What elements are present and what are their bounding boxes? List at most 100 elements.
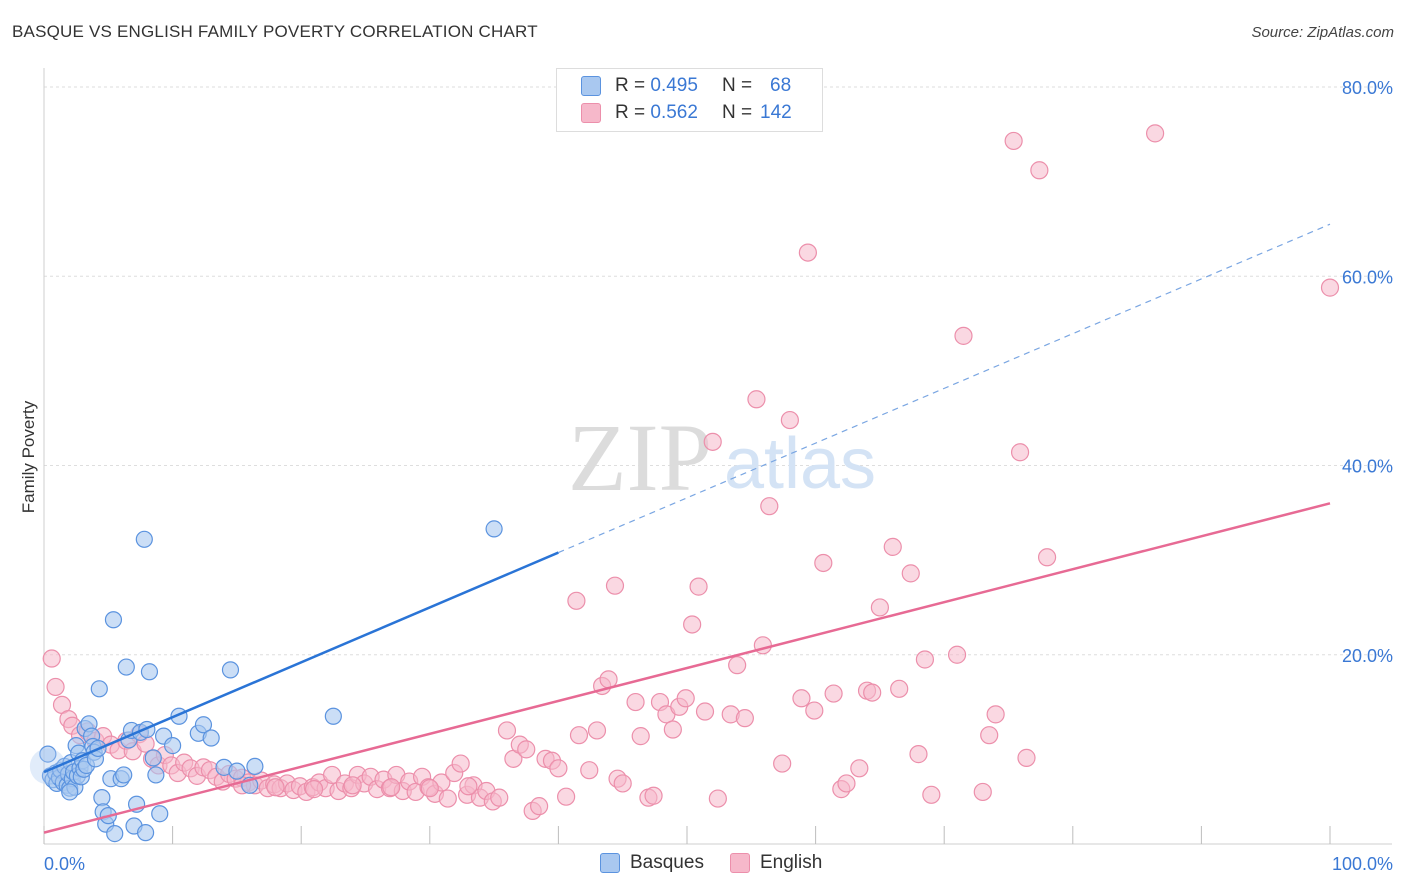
english-point [567,591,586,610]
english-point [703,432,722,451]
basques-point [324,707,342,725]
english-point [451,754,470,773]
english-point [530,797,549,816]
english-point [266,778,285,797]
basques-swatch [581,76,601,96]
english-point [605,576,625,595]
stats-row-english: R = 0.562 N = 142 [581,102,792,124]
legend-item-english[interactable]: English [729,852,823,874]
english-point [438,789,457,808]
english-point [747,390,766,409]
english-point [915,650,935,669]
english-point [343,776,362,795]
english-point [580,761,599,780]
basques-point [39,745,57,763]
english-point [695,702,715,721]
basques-point [221,661,240,679]
basques-point [140,663,159,681]
english-point [883,537,902,556]
english-point [382,778,401,797]
basques-point [147,766,165,784]
english-point [1004,131,1023,151]
basques-point [194,716,213,734]
english-n-value: 142 [760,102,792,123]
chart-title: BASQUE VS ENGLISH FAMILY POVERTY CORRELA… [12,22,538,41]
english-point [954,326,973,345]
english-point [587,721,607,740]
english-point [837,774,856,793]
english-point [980,726,999,745]
english-point [850,759,869,778]
basques-point [485,520,503,538]
english-point [1030,161,1049,180]
y-tick-label-40: 40.0% [1342,457,1393,477]
trend-lines [43,223,1331,834]
english-point [497,721,517,740]
english-point [760,497,779,516]
y-tick-label-80: 80.0% [1342,78,1393,98]
english-point [1017,748,1036,767]
stats-legend: R = 0.495 N = 68 R = 0.562 N = 142 [556,68,823,132]
english-point [814,553,833,573]
basques-point [104,611,123,629]
x-tick-label-min: 0.0% [44,854,85,874]
basques-r-value: 0.495 [650,75,698,96]
basques-point [202,729,220,747]
basques-point [228,762,246,780]
english-point [909,745,928,764]
basques-point [106,824,124,843]
basques-point [115,766,133,784]
y-tick-label-60: 60.0% [1342,267,1393,287]
basques-point [135,530,153,548]
english-point [986,705,1005,724]
watermark: ZIP atlas [568,404,876,511]
english-point [644,786,663,805]
chart-source: Source: ZipAtlas.com [1251,24,1394,41]
english-point [863,683,882,702]
basques-point [144,749,162,767]
english-point [824,684,843,703]
english-point [1037,548,1057,567]
english-point [805,701,824,720]
english-point [1146,124,1165,143]
y-axis-title: Family Poverty [19,400,38,513]
basques-r-label: R = [615,75,646,96]
english-point [870,598,890,617]
legend-swatch-basques [600,853,620,873]
english-point [420,779,439,798]
bottom-legend: Basques English [600,852,848,874]
english-point [613,774,632,793]
english-point [626,692,645,712]
basques-point [151,805,169,823]
basques-point [117,658,135,676]
basques-point [136,824,155,842]
english-point [901,564,920,583]
english-point [663,720,682,739]
english-point [708,789,727,808]
basques-point-cluster [29,748,66,785]
english-point [890,679,909,698]
english-point [773,754,792,773]
english-point [1320,278,1340,297]
english-point [728,656,747,675]
english-point [549,759,568,778]
english-point [42,649,61,668]
basques-trend-extension [558,223,1331,554]
english-point [780,410,799,430]
basques-trend-line [43,551,559,774]
english-trend-line [43,502,1331,834]
basques-point [90,680,108,698]
legend-item-basques[interactable]: Basques [600,852,704,874]
tick-labels: 20.0% 40.0% 60.0% 80.0% 0.0% 100.0% Family Pov… [19,78,1393,874]
basques-point [164,736,182,755]
gridlines [44,86,1392,656]
english-point [557,787,576,806]
english-point [798,243,817,262]
english-n-label: N = [721,102,753,123]
english-point [304,780,324,799]
legend-label-english: English [759,852,823,873]
english-point [676,689,695,708]
english-point [631,727,650,746]
english-point [947,645,967,664]
